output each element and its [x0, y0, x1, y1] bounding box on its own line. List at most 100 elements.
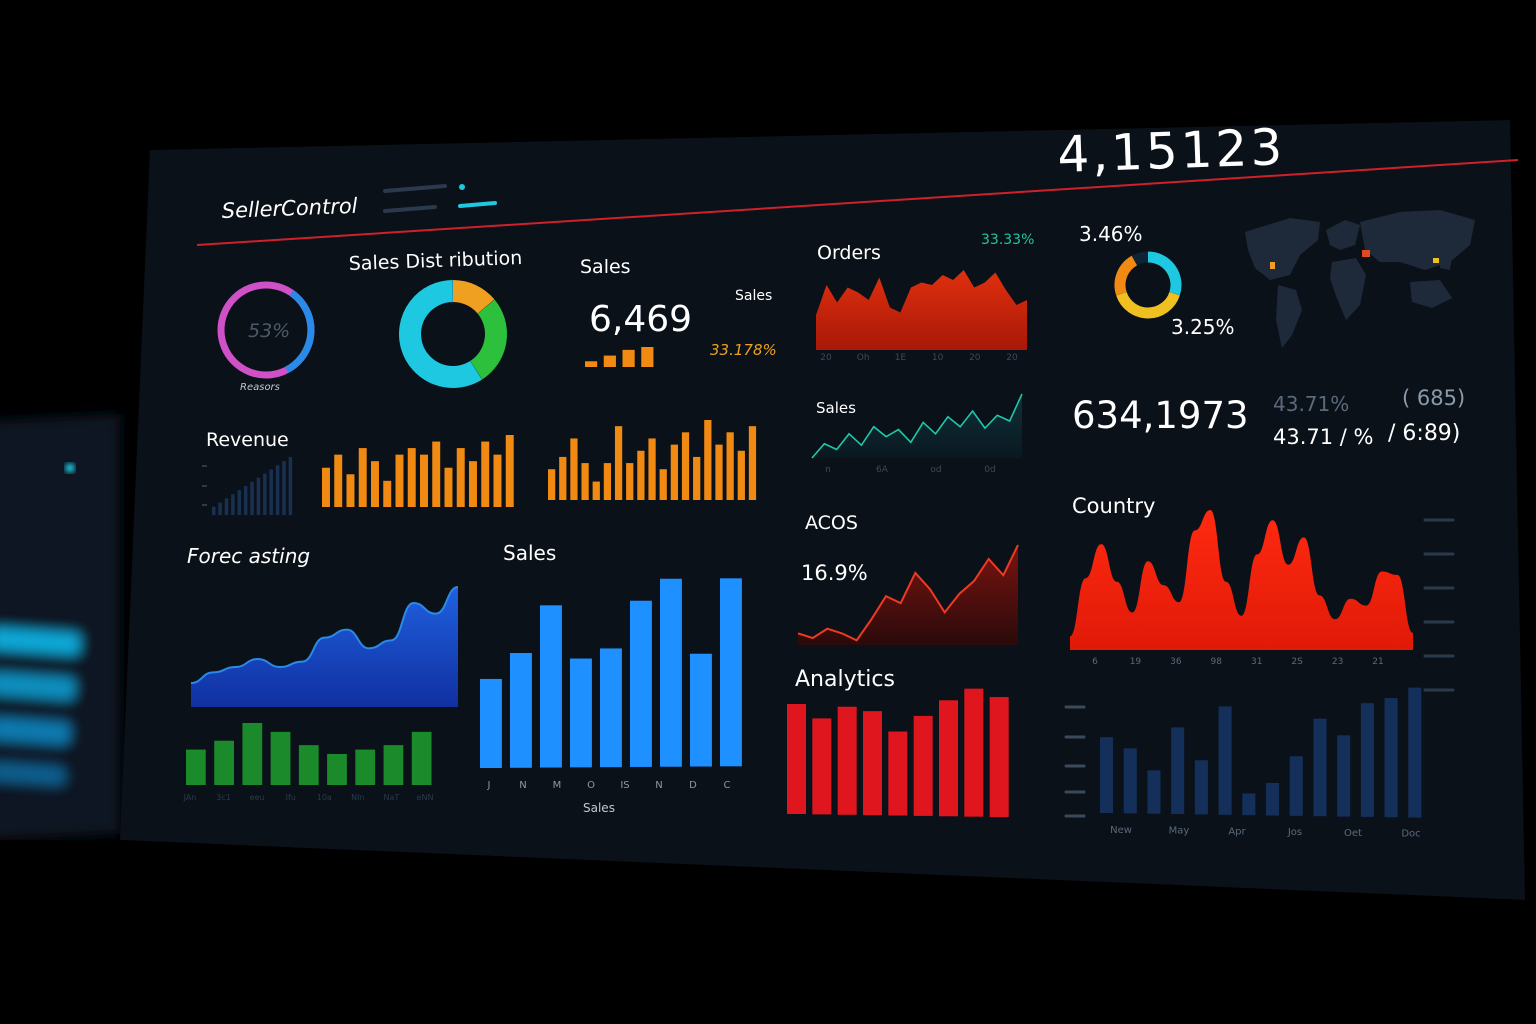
sales-blue-bar	[720, 578, 742, 767]
revenue-mini-bar	[212, 506, 216, 515]
country-x-ticks: 6 19 36 98 31 2S 23 21	[1092, 657, 1384, 667]
revenue-orange-bar	[444, 467, 453, 507]
sales-kpi-bars	[585, 347, 654, 367]
forecasting-green-bar	[327, 754, 347, 785]
sales-distribution-segment	[452, 280, 495, 314]
sales-distribution-donut	[399, 280, 507, 388]
revenue-orange-bar	[334, 454, 343, 507]
analytics-title: Analytics	[795, 667, 895, 692]
sales-line-x-tick: n	[825, 465, 831, 475]
header-nav-icon[interactable]	[383, 184, 497, 213]
header-divider	[196, 159, 1519, 246]
acos-area-chart	[798, 545, 1018, 645]
revenue-orange-bar	[693, 456, 701, 500]
revenue-orange-bar	[659, 469, 667, 500]
revenue-orange-bar	[469, 461, 477, 507]
sales-bars-xlabel: Sales	[583, 801, 615, 815]
forecasting-green-bars	[186, 723, 432, 785]
sales-line-x-ticks: n 6A od 0d	[825, 465, 996, 475]
country-mini-donut	[1114, 251, 1182, 319]
revenue-orange-bar	[322, 467, 330, 507]
revenue-mini-bars	[212, 457, 293, 515]
analytics-red-bar	[863, 711, 882, 816]
status-light-icon	[65, 463, 75, 473]
sales-line-chart	[811, 393, 1023, 459]
sales-line-x-tick: od	[930, 465, 941, 475]
bottom-navy-bar	[1218, 706, 1232, 815]
forecasting-green-bar	[298, 745, 319, 785]
revenue-mini-bar	[275, 465, 280, 515]
forecasting-x-tick: eNN	[417, 793, 434, 802]
country-x-tick: 31	[1251, 657, 1262, 667]
reasons-value: 53%	[248, 320, 290, 342]
bottom-navy-bar	[1289, 756, 1303, 816]
forecasting-x-tick: JAn	[183, 793, 197, 802]
revenue-orange-bars-b	[548, 420, 757, 500]
revenue-orange-bars-a	[322, 435, 514, 507]
bottom-bars-x-tick: Oet	[1344, 828, 1362, 839]
top-shadow	[0, 0, 1536, 150]
revenue-orange-bar	[432, 441, 441, 507]
orders-x-tick: Oh	[857, 353, 870, 363]
sales-kpi-percent: 33.178%	[710, 341, 777, 359]
revenue-orange-bar	[481, 441, 490, 507]
sales-kpi-bar	[603, 355, 616, 367]
country-area-chart	[1070, 510, 1413, 650]
revenue-orange-bar	[581, 463, 589, 500]
country-title: Country	[1072, 494, 1155, 518]
revenue-orange-bar	[570, 438, 578, 500]
revenue-orange-bar	[383, 480, 392, 507]
sales-blue-bar	[540, 605, 562, 768]
bottom-shadow	[0, 840, 1536, 1024]
revenue-mini-axis	[202, 465, 207, 506]
revenue-mini-bar	[269, 469, 273, 515]
country-mini-segment	[1147, 251, 1182, 296]
forecasting-x-tick: NIn	[351, 793, 364, 802]
orders-percent: 33.33%	[981, 232, 1034, 248]
revenue-orange-bar	[420, 454, 428, 507]
sales-bars-x-tick: IS	[620, 780, 629, 791]
revenue-orange-bar	[505, 435, 514, 507]
revenue-orange-bar	[407, 448, 416, 507]
country-x-tick: 36	[1170, 657, 1182, 667]
sales-blue-bar	[570, 658, 592, 768]
analytics-red-bar	[812, 718, 832, 815]
sales-distribution-segment	[469, 299, 507, 380]
country-x-tick: 21	[1372, 657, 1383, 667]
analytics-red-bar	[888, 731, 908, 816]
revenue-mini-bar	[218, 502, 222, 515]
sales-distribution-segment	[399, 280, 482, 388]
revenue-mini-bar	[224, 498, 229, 515]
bottom-bars-x-tick: May	[1169, 826, 1190, 837]
sales-kpi-side-label: Sales	[735, 288, 772, 304]
analytics-red-bar	[787, 704, 806, 814]
revenue-mini-bar	[231, 494, 235, 515]
orders-x-ticks: 20 Oh 1E 10 20 20	[820, 353, 1018, 363]
country-mini-segment	[1116, 291, 1180, 319]
forecasting-green-bar	[411, 731, 432, 785]
acos-title: ACOS	[805, 512, 858, 534]
revenue-orange-bar	[548, 469, 556, 500]
country-mini-segment	[1131, 251, 1149, 266]
revenue-orange-bar	[395, 454, 404, 507]
forecasting-green-bar	[242, 723, 263, 785]
bottom-navy-bar	[1384, 698, 1398, 818]
dashboard-panel	[120, 120, 1525, 900]
sales-bars-x-tick: N	[519, 780, 526, 791]
revenue-orange-bar	[358, 448, 367, 507]
revenue-orange-bar	[371, 461, 379, 507]
sales-bars-x-tick: N	[655, 780, 662, 791]
country-x-tick: 6	[1092, 657, 1098, 667]
sales-blue-bars	[480, 578, 742, 768]
sales-blue-bar	[660, 578, 682, 767]
forecasting-x-ticks: JAn 3c1 eeu Ifu 10a NIn NaT eNN	[183, 793, 434, 802]
sales-blue-bar	[690, 653, 712, 767]
revenue-mini-bar	[256, 477, 261, 515]
sales-line-x-tick: 0d	[984, 465, 995, 475]
analytics-red-bar	[837, 706, 857, 815]
revenue-orange-bar	[726, 432, 734, 500]
sales-line-title: Sales	[816, 399, 856, 417]
revenue-orange-bar	[704, 420, 712, 500]
bottom-navy-bar	[1337, 735, 1351, 817]
revenue-orange-bar	[626, 463, 634, 500]
